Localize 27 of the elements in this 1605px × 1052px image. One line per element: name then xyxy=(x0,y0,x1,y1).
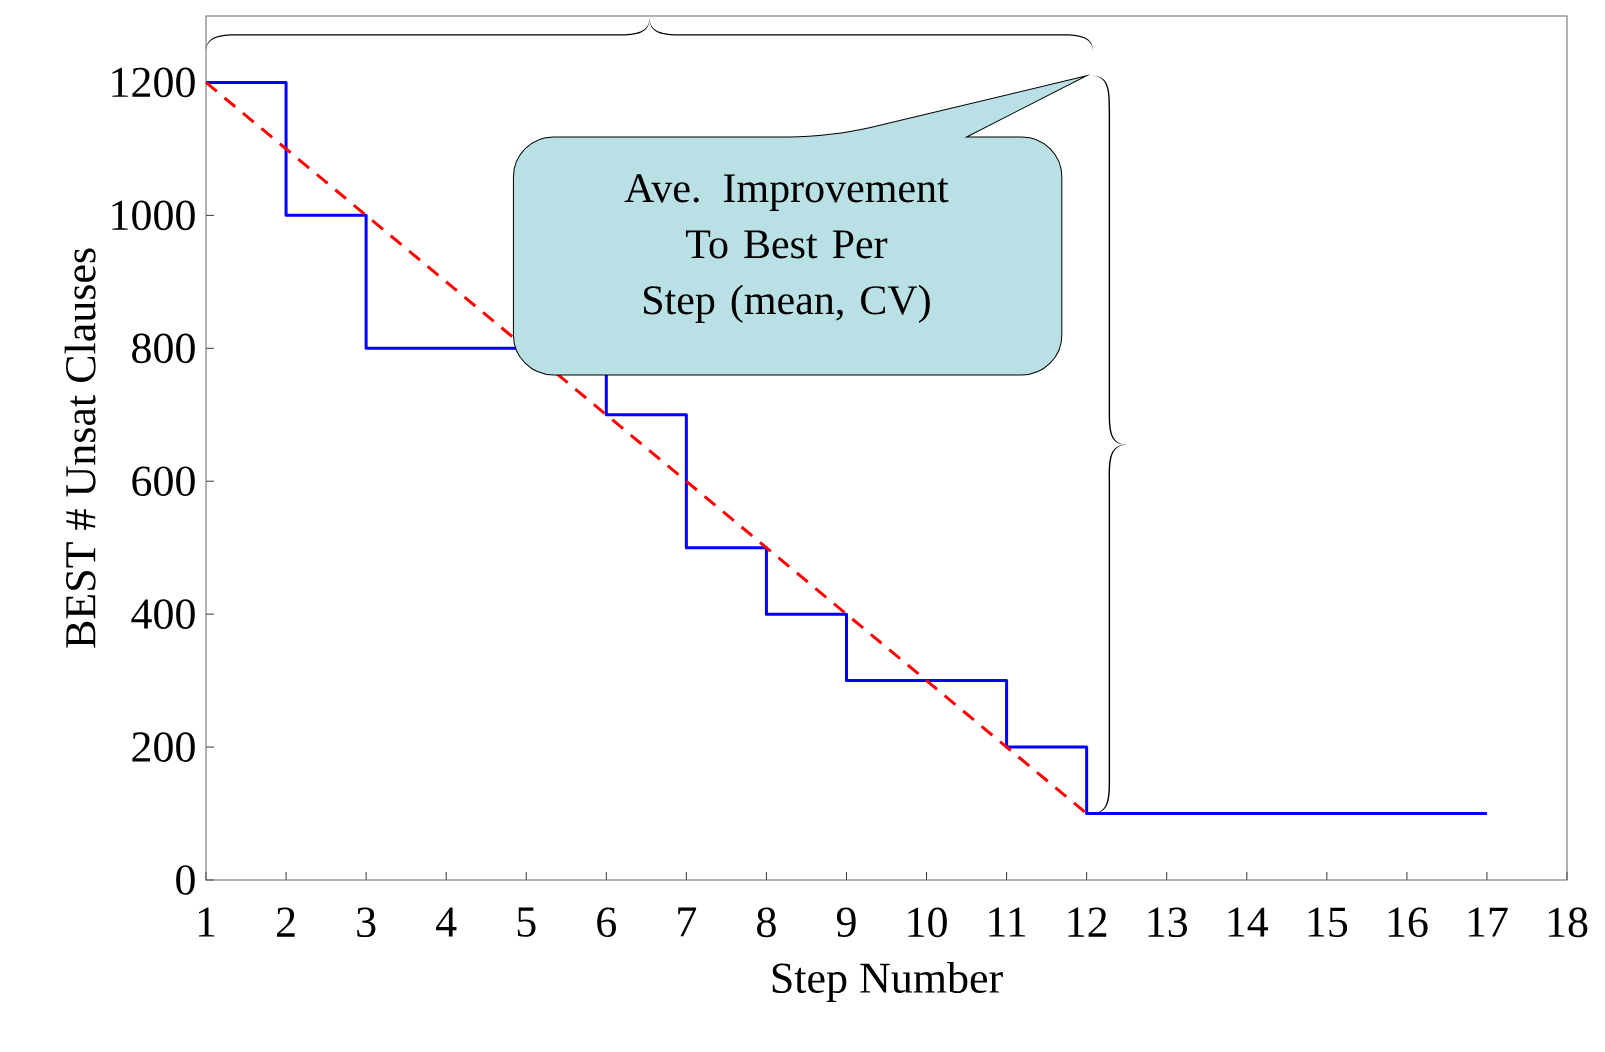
x-tick-label: 3 xyxy=(357,907,376,938)
x-tick-label: 10 xyxy=(908,907,947,938)
x-axis-title: Step Number xyxy=(772,962,1003,1002)
x-tick-label: 17 xyxy=(1468,907,1508,937)
y-tick-label: 400 xyxy=(131,599,195,629)
y-axis-title: BEST # Unsat Clauses xyxy=(64,248,96,648)
x-tick-label: 8 xyxy=(757,907,776,938)
x-tick-label: 15 xyxy=(1308,907,1348,937)
x-tick-label: 1 xyxy=(198,907,215,937)
x-tick-label: 18 xyxy=(1548,907,1588,938)
x-tick-label: 14 xyxy=(1228,907,1269,937)
x-tick-label: 4 xyxy=(436,907,457,937)
y-tick-label: 1200 xyxy=(112,67,195,98)
x-tick-label: 12 xyxy=(1068,907,1107,937)
x-tick-label: 13 xyxy=(1148,907,1187,938)
x-tick-label: 6 xyxy=(597,907,616,938)
x-tick-label: 5 xyxy=(517,907,536,937)
x-tick-label: 11 xyxy=(989,907,1026,937)
x-tick-label: 9 xyxy=(836,907,856,938)
y-tick-label: 0 xyxy=(176,865,195,895)
y-tick-label: 1000 xyxy=(112,200,195,231)
y-tick-label: 800 xyxy=(132,333,195,364)
x-tick-label: 16 xyxy=(1388,907,1428,938)
x-tick-label: 2 xyxy=(276,907,295,937)
x-tick-label: 7 xyxy=(678,907,697,937)
y-tick-label: 600 xyxy=(132,466,195,497)
y-tick-label: 200 xyxy=(132,732,195,762)
